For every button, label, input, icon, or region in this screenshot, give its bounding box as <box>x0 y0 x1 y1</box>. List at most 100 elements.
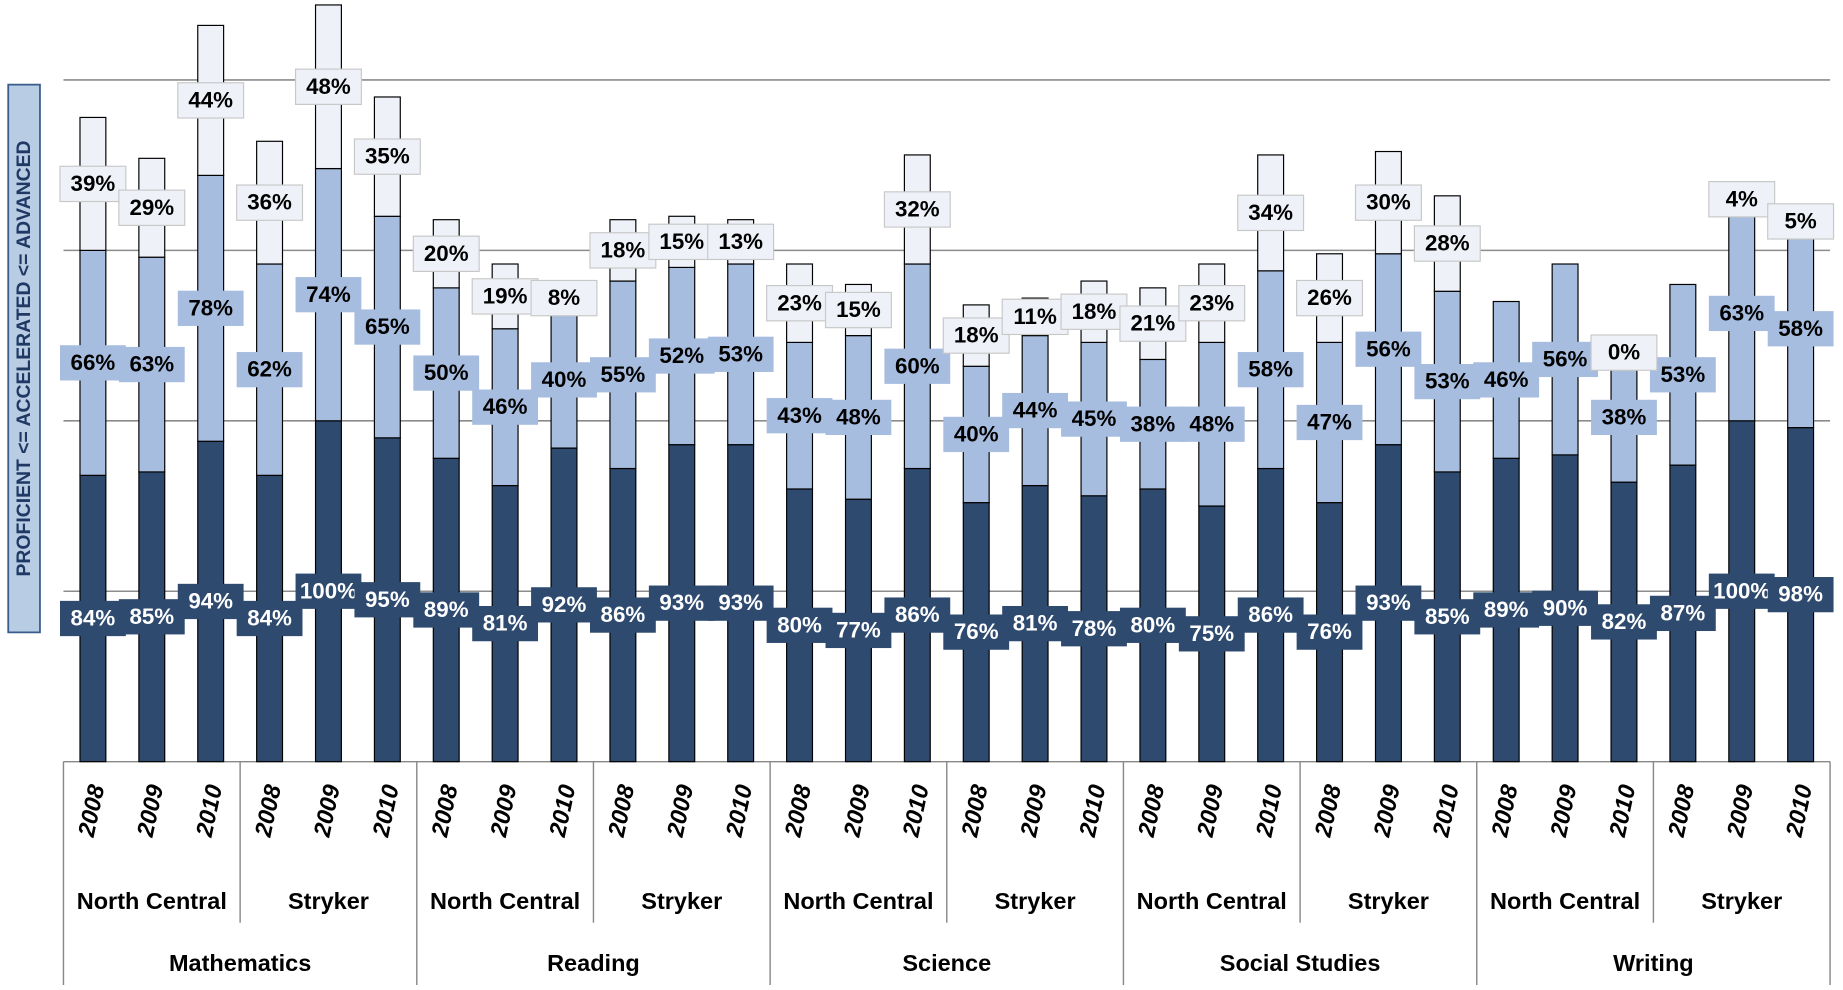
value-label-box <box>1767 577 1834 613</box>
value-label: 50% <box>424 360 469 385</box>
value-label: 78% <box>188 295 233 320</box>
value-label-box <box>589 597 656 633</box>
value-label-box <box>707 223 775 261</box>
value-label-box <box>177 583 244 620</box>
school-label: Stryker <box>1701 888 1782 914</box>
value-label-box <box>118 599 185 635</box>
subject-label: Reading <box>547 950 640 976</box>
x-tick-label: 2010 <box>897 782 934 840</box>
value-label-box <box>413 355 480 391</box>
value-label: 28% <box>1425 231 1470 256</box>
value-label: 40% <box>542 367 587 392</box>
value-label: 84% <box>71 606 116 631</box>
value-label: 77% <box>836 618 881 643</box>
value-label: 55% <box>601 362 646 387</box>
value-label: 19% <box>483 283 528 308</box>
value-label: 20% <box>424 241 469 266</box>
value-label: 5% <box>1784 208 1816 233</box>
value-label-box <box>1532 590 1598 626</box>
value-label: 23% <box>777 290 822 315</box>
value-label-box <box>1354 184 1422 221</box>
value-label-box <box>1178 616 1245 652</box>
value-label-box <box>1237 194 1305 232</box>
x-tick-label: 2009 <box>308 782 345 840</box>
value-label: 85% <box>1425 604 1470 629</box>
value-label-box <box>1708 295 1775 332</box>
value-label-box <box>1296 404 1363 441</box>
value-label: 34% <box>1248 200 1293 225</box>
value-label: 13% <box>718 229 763 254</box>
value-label-box <box>531 587 597 623</box>
value-label-box <box>236 352 303 388</box>
value-label-box <box>884 597 951 633</box>
school-label: Stryker <box>288 888 369 914</box>
value-label-box <box>1237 597 1304 633</box>
x-tick-label: 2010 <box>1781 782 1818 840</box>
value-label: 52% <box>659 343 704 368</box>
value-label-box <box>1767 311 1834 347</box>
value-label: 58% <box>1778 316 1823 341</box>
value-label: 23% <box>1189 290 1234 315</box>
value-label: 0% <box>1608 340 1640 365</box>
value-label: 44% <box>1013 398 1058 423</box>
y-axis-label: PROFICIENT <= ACCELERATED <= ADVANCED <box>13 141 35 577</box>
x-tick-label: 2008 <box>956 781 993 839</box>
subject-label: Mathematics <box>169 950 311 976</box>
value-label: 56% <box>1543 347 1588 372</box>
value-label: 38% <box>1602 404 1647 429</box>
value-label: 18% <box>1072 299 1117 324</box>
value-label: 100% <box>1713 578 1770 603</box>
value-label: 93% <box>1366 590 1411 615</box>
school-label: Stryker <box>1348 888 1429 914</box>
value-label: 11% <box>1013 304 1057 329</box>
school-label: North Central <box>1137 888 1287 914</box>
value-label-box <box>1178 406 1245 442</box>
x-tick-label: 2008 <box>779 781 816 839</box>
value-label: 93% <box>718 590 763 615</box>
x-tick-label: 2010 <box>1604 782 1641 840</box>
x-tick-label: 2010 <box>1427 782 1464 840</box>
value-label: 66% <box>71 350 116 375</box>
x-tick-label: 2008 <box>1663 781 1700 839</box>
value-label-box <box>825 612 892 649</box>
value-label-box <box>1591 604 1657 640</box>
value-label-box <box>353 138 421 175</box>
value-label: 62% <box>247 357 292 382</box>
value-label: 8% <box>548 285 580 310</box>
value-label-box <box>1119 406 1186 442</box>
x-tick-label: 2009 <box>132 782 169 840</box>
x-tick-label: 2008 <box>1133 781 1170 839</box>
subject-label: Writing <box>1613 950 1693 976</box>
value-label: 53% <box>1425 369 1470 394</box>
x-tick-label: 2009 <box>1368 782 1405 840</box>
value-label-box <box>472 605 539 642</box>
school-label: North Central <box>430 888 580 914</box>
value-label: 15% <box>836 297 881 322</box>
value-label: 76% <box>954 619 999 644</box>
value-label: 58% <box>1248 357 1293 382</box>
value-label: 48% <box>306 74 351 99</box>
value-label-box <box>589 357 656 393</box>
value-label: 32% <box>895 197 940 222</box>
x-tick-label: 2008 <box>603 781 640 839</box>
school-label: Stryker <box>995 888 1076 914</box>
value-label: 45% <box>1072 406 1117 431</box>
value-label-box <box>1061 401 1127 437</box>
value-label-box <box>412 235 480 272</box>
subject-label: Science <box>902 950 991 976</box>
value-label-box <box>1767 203 1835 240</box>
value-label: 98% <box>1778 582 1823 607</box>
value-label: 36% <box>247 190 292 215</box>
value-label-box <box>1060 293 1128 330</box>
value-label: 81% <box>1013 611 1058 636</box>
value-label: 74% <box>306 282 351 307</box>
value-label: 63% <box>129 352 174 377</box>
value-label-box <box>1590 334 1658 371</box>
value-label: 87% <box>1661 600 1706 625</box>
value-label-box <box>1413 225 1481 262</box>
value-label: 35% <box>365 144 410 169</box>
value-label: 95% <box>365 587 410 612</box>
value-label: 100% <box>300 578 357 603</box>
